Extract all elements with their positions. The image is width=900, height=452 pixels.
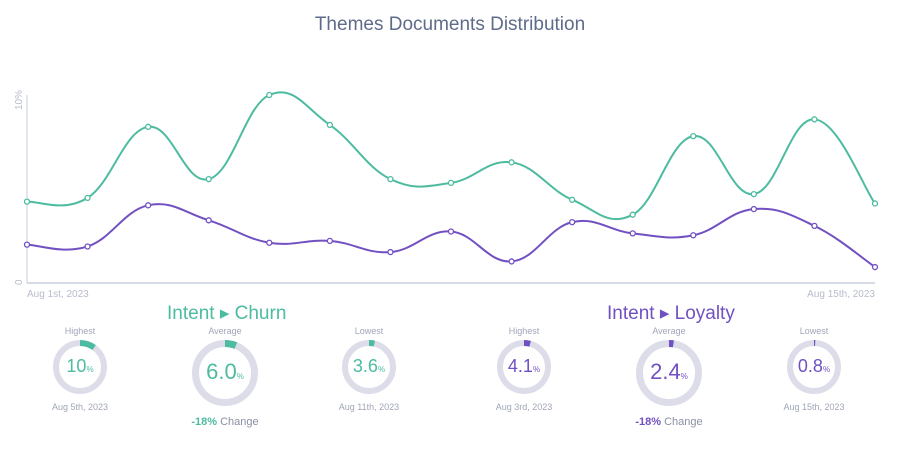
gauge-date: Aug 15th, 2023 (783, 402, 845, 412)
data-point[interactable] (447, 179, 455, 187)
gauge-value: 3.6% (352, 356, 386, 376)
gauge-date: Aug 11th, 2023 (338, 402, 400, 412)
gauge-label: Average (652, 326, 686, 336)
gauge-ring: 2.4% (636, 340, 702, 406)
loyalty-section-title: Intent ▸ Loyalty (607, 303, 735, 324)
gauge-value: 4.1% (507, 356, 541, 376)
data-point[interactable] (387, 248, 394, 256)
gauge-ring: 0.8% (787, 340, 841, 394)
data-point[interactable] (871, 200, 879, 207)
data-point[interactable] (326, 121, 334, 129)
data-point[interactable] (23, 241, 31, 248)
loyalty-lowest-gauge: Lowest 0.8% Aug 15th, 2023 (759, 326, 869, 412)
y-axis-min-label: 0 (14, 279, 25, 285)
gauge-label: Average (208, 326, 242, 336)
data-point[interactable] (508, 159, 515, 166)
data-point[interactable] (23, 198, 31, 205)
change-indicator: -18% Change (635, 416, 703, 428)
gauge-ring: 3.6% (342, 340, 396, 394)
data-point[interactable] (750, 190, 758, 198)
data-point[interactable] (871, 263, 879, 271)
data-point[interactable] (84, 194, 91, 202)
gauge-label: Highest (508, 326, 540, 336)
gauge-ring: 6.0% (192, 340, 258, 406)
data-point[interactable] (205, 217, 212, 224)
x-axis-start-label: Aug 1st, 2023 (27, 289, 89, 300)
data-point[interactable] (266, 91, 273, 99)
data-point[interactable] (205, 175, 212, 183)
data-point[interactable] (629, 211, 636, 218)
change-indicator: -18% Change (191, 416, 259, 428)
gauge-value: 2.4% (650, 359, 688, 384)
churn-section-title: Intent ▸ Churn (167, 303, 287, 324)
gauge-label: Highest (64, 326, 96, 336)
data-point[interactable] (508, 258, 515, 265)
data-point[interactable] (629, 230, 636, 237)
data-point[interactable] (144, 202, 152, 209)
loyalty-line (26, 203, 876, 268)
data-point[interactable] (811, 222, 818, 230)
gauge-date: Aug 5th, 2023 (51, 402, 109, 412)
y-axis-max-label: 10% (14, 90, 25, 110)
gauge-value: 10% (66, 356, 94, 376)
data-point[interactable] (690, 132, 697, 140)
churn-lowest-gauge: Lowest 3.6% Aug 11th, 2023 (314, 326, 424, 412)
gauge-ring: 4.1% (497, 340, 551, 394)
gauge-date: Aug 3rd, 2023 (495, 402, 553, 412)
data-point[interactable] (568, 219, 576, 226)
gauge-ring: 10% (53, 340, 107, 394)
churn-highest-gauge: Highest 10% Aug 5th, 2023 (25, 326, 135, 412)
data-point[interactable] (266, 239, 273, 246)
chart-title: Themes Documents Distribution (314, 14, 586, 35)
churn-line (26, 91, 876, 221)
data-point[interactable] (84, 243, 91, 250)
x-axis-end-label: Aug 15th, 2023 (807, 289, 875, 300)
data-point[interactable] (447, 228, 455, 235)
churn-average-gauge: Average 6.0% -18% Change (170, 326, 280, 428)
gauge-value: 0.8% (797, 356, 831, 376)
line-chart: 10% 0 Aug 1st, 2023 Aug 15th, 2023 (14, 90, 879, 300)
data-point[interactable] (750, 205, 758, 213)
data-point[interactable] (811, 116, 818, 123)
loyalty-average-gauge: Average 2.4% -18% Change (614, 326, 724, 428)
data-point[interactable] (568, 196, 576, 203)
data-point[interactable] (144, 123, 152, 130)
data-point[interactable] (690, 232, 697, 239)
gauge-value: 6.0% (206, 359, 244, 384)
loyalty-highest-gauge: Highest 4.1% Aug 3rd, 2023 (469, 326, 579, 412)
gauge-label: Lowest (799, 326, 829, 336)
data-point[interactable] (326, 237, 334, 245)
gauge-label: Lowest (354, 326, 384, 336)
data-point[interactable] (387, 175, 394, 183)
